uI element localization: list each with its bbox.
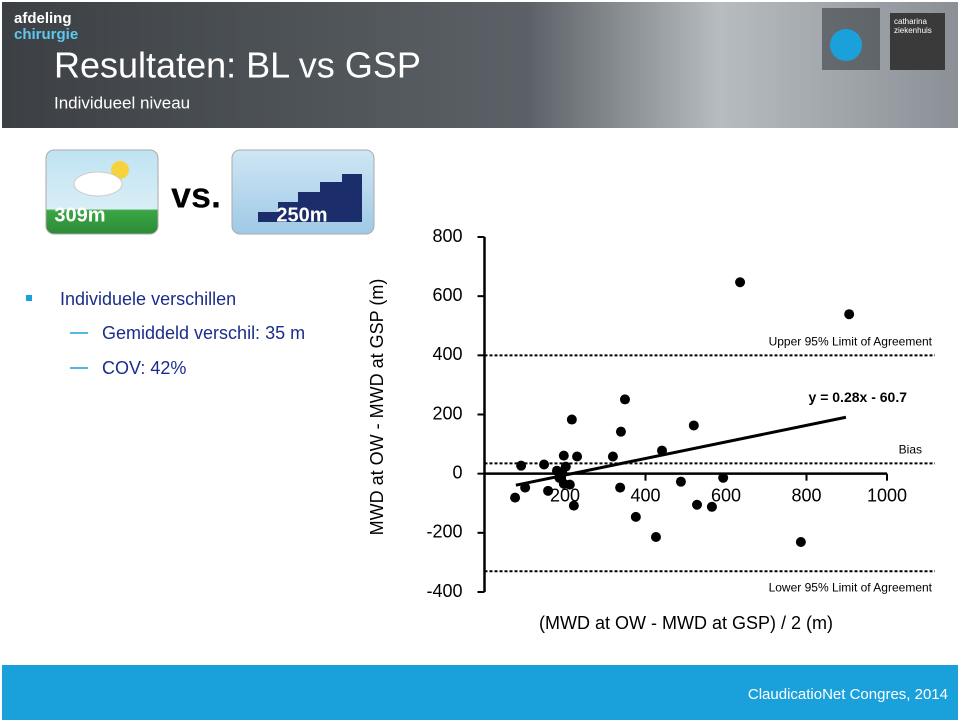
point [650,531,661,542]
point [692,499,703,510]
point [630,511,641,522]
reference-label: Bias [899,442,922,456]
point [615,482,626,493]
y-tick-label: 200 [432,403,462,423]
point [795,537,806,548]
x-tick-label: 200 [550,485,580,505]
fit-label: y = 0.28x - 60.7 [809,389,908,405]
reference-label: Lower 95% Limit of Agreement [769,580,933,594]
bullet-main: Individuele verschillen [60,289,236,309]
comparison-right: 250m [276,204,327,226]
y-tick-label: 800 [432,226,462,246]
point [706,501,717,512]
point [619,394,630,405]
point [510,492,521,503]
y-tick-label: -400 [426,581,462,601]
point [735,277,746,288]
point [564,479,575,490]
point [572,451,583,462]
point [568,500,579,511]
y-tick-label: 600 [432,285,462,305]
plot: -400 -200 0 200 400 600 800 200 400 600 800 1000 Upp… [426,226,935,601]
hospital-logo [890,13,945,70]
point [558,450,569,461]
sun [111,161,129,179]
slide-title: Resultaten: BL vs GSP [54,45,421,86]
y-tick-label: 400 [432,344,462,364]
x-tick-label: 1000 [867,485,907,505]
bullet-sub: COV: 42% [102,358,186,378]
hospital-text: catharina [894,17,927,26]
comparison-vs: vs. [171,175,221,216]
point [539,459,550,470]
stairs [258,174,362,222]
y-axis-label: MWD at OW - MWD at GSP (m) [367,279,387,536]
bullet-sub: Gemiddeld verschil: 35 m [102,323,305,343]
bullet-mark [26,295,32,301]
hospital-logo-mark [830,29,862,61]
point [543,485,554,496]
slide-subtitle: Individueel niveau [54,93,190,112]
point [607,451,618,462]
reference-label: Upper 95% Limit of Agreement [769,335,933,349]
point [615,426,626,437]
point [718,472,729,483]
x-tick-label: 800 [791,485,821,505]
logo-text: chirurgie [14,26,78,43]
hospital-text: ziekenhuis [894,26,932,35]
point [566,414,577,425]
point [516,460,527,471]
y-tick-label: 0 [452,462,462,482]
x-axis-label: (MWD at OW - MWD at GSP) / 2 (m) [539,613,833,633]
x-tick-label: 400 [630,485,660,505]
comparison-left: 309m [54,204,105,226]
point [657,445,668,456]
point [520,482,531,493]
point [675,476,686,487]
footer-band [2,665,958,720]
header-band [2,2,958,128]
x-tick-label: 600 [711,485,741,505]
point [844,309,855,320]
footer-text: ClaudicatioNet Congres, 2014 [748,686,948,703]
fit-line [515,415,847,487]
logo-text: afdeling [14,10,72,27]
point [688,420,699,431]
cloud [73,171,123,197]
y-tick-label: -200 [426,522,462,542]
